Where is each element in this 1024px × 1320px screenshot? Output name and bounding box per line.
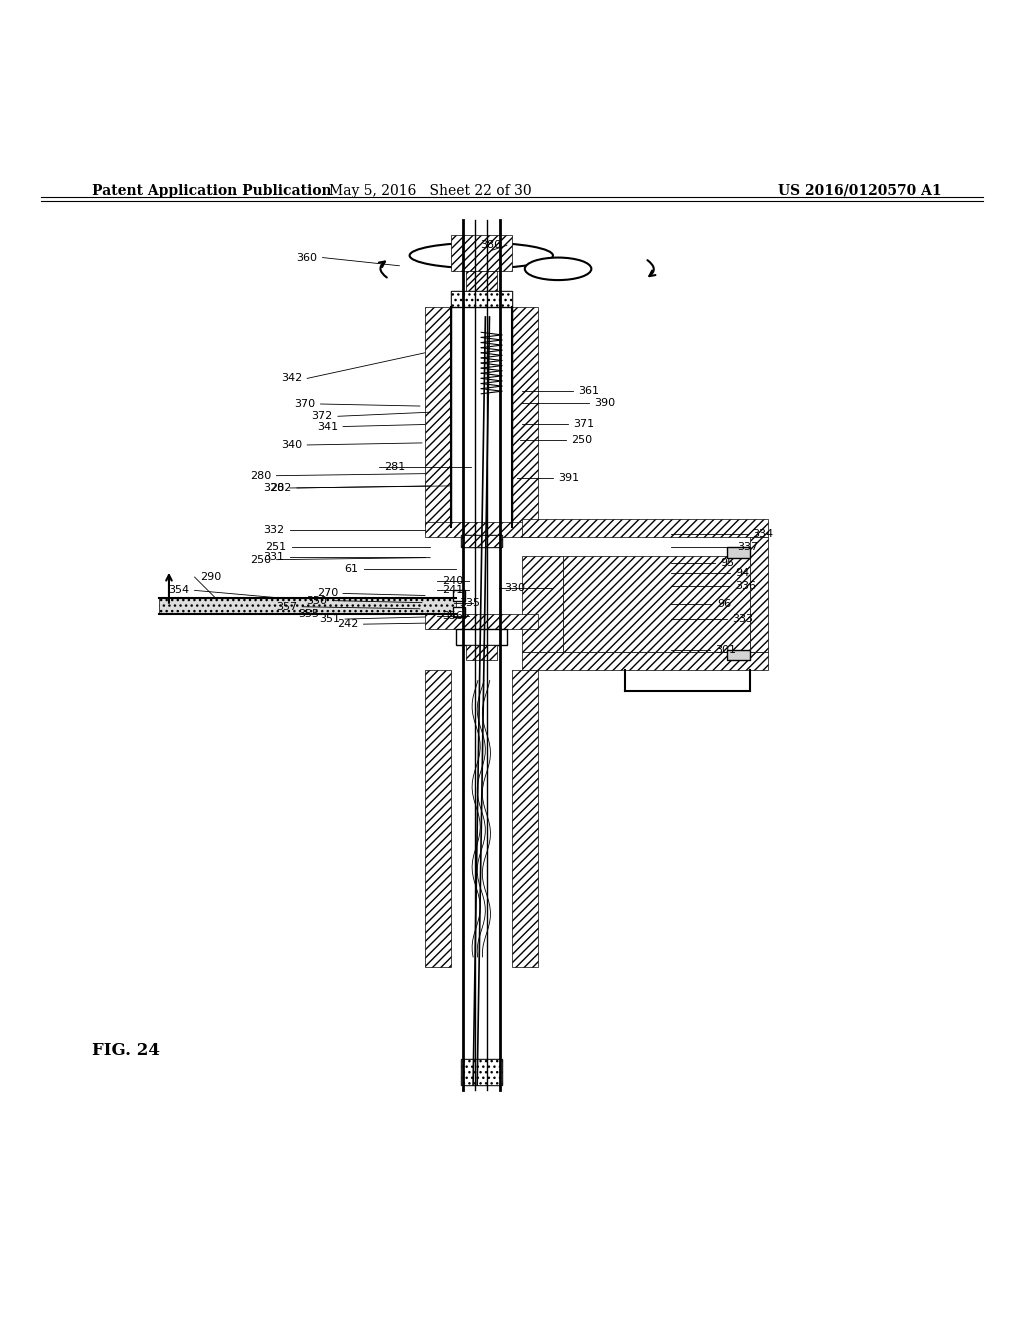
Bar	[453, 607, 465, 616]
Bar	[522, 519, 768, 537]
Bar	[522, 556, 563, 652]
Bar	[425, 306, 451, 527]
Text: 96: 96	[717, 599, 731, 609]
Bar	[466, 644, 497, 660]
Text: 61: 61	[344, 564, 358, 574]
Bar	[512, 306, 538, 527]
Text: 334: 334	[753, 529, 774, 539]
Text: 290: 290	[200, 572, 221, 582]
Text: 95: 95	[720, 558, 734, 568]
Text: 336: 336	[735, 581, 757, 591]
Text: 391: 391	[558, 473, 580, 483]
Bar	[456, 630, 507, 644]
Bar	[727, 649, 750, 660]
Text: May 5, 2016   Sheet 22 of 30: May 5, 2016 Sheet 22 of 30	[329, 183, 531, 198]
Text: 333: 333	[732, 614, 754, 624]
Text: 370: 370	[294, 399, 315, 409]
Bar	[425, 614, 538, 630]
Text: 242: 242	[337, 619, 358, 630]
Text: 250: 250	[250, 554, 271, 565]
Bar	[461, 535, 502, 548]
Bar	[461, 1060, 502, 1085]
Ellipse shape	[410, 243, 553, 268]
Text: 355: 355	[298, 609, 319, 619]
Text: 280: 280	[250, 471, 271, 480]
Text: 250: 250	[571, 434, 593, 445]
Bar	[466, 271, 497, 292]
Bar	[453, 590, 465, 601]
Bar	[451, 292, 512, 306]
Text: 350: 350	[306, 595, 328, 606]
Ellipse shape	[524, 257, 591, 280]
Bar	[563, 556, 750, 652]
Text: 330: 330	[504, 583, 525, 593]
Text: 341: 341	[316, 421, 338, 432]
Text: US 2016/0120570 A1: US 2016/0120570 A1	[778, 183, 942, 198]
Text: 331: 331	[263, 552, 285, 561]
Bar	[425, 671, 451, 968]
Bar	[461, 535, 502, 548]
Text: 361: 361	[579, 385, 600, 396]
Text: 371: 371	[573, 420, 595, 429]
Text: 270: 270	[316, 589, 338, 598]
Text: 360: 360	[296, 252, 317, 263]
Text: 282: 282	[270, 483, 292, 492]
Bar	[750, 537, 768, 652]
Text: 357: 357	[275, 602, 297, 611]
Text: 351: 351	[318, 614, 340, 624]
Text: Patent Application Publication: Patent Application Publication	[92, 183, 332, 198]
Text: 337: 337	[737, 543, 759, 552]
Bar	[512, 671, 538, 968]
Bar	[727, 548, 750, 557]
Text: 281: 281	[384, 462, 406, 473]
Text: 380: 380	[480, 240, 502, 251]
Text: 354: 354	[168, 585, 189, 595]
Text: 241: 241	[442, 585, 464, 595]
Text: 240: 240	[442, 576, 464, 586]
Text: FIG. 24: FIG. 24	[92, 1043, 160, 1060]
Text: 390: 390	[594, 397, 615, 408]
Text: 342: 342	[281, 374, 302, 383]
Text: 320: 320	[263, 483, 285, 492]
Bar	[451, 235, 512, 271]
Text: 356: 356	[442, 611, 464, 620]
Bar	[451, 306, 512, 527]
Text: 340: 340	[281, 440, 302, 450]
Text: 335: 335	[459, 598, 480, 607]
Text: 332: 332	[263, 525, 285, 535]
Bar	[425, 521, 538, 537]
Text: 251: 251	[265, 543, 287, 552]
Text: 372: 372	[311, 412, 333, 421]
Bar	[522, 652, 768, 671]
Bar	[159, 598, 456, 614]
Bar	[461, 1060, 502, 1085]
Bar	[451, 292, 512, 306]
Text: 301: 301	[715, 644, 736, 655]
Text: 94: 94	[735, 568, 750, 578]
